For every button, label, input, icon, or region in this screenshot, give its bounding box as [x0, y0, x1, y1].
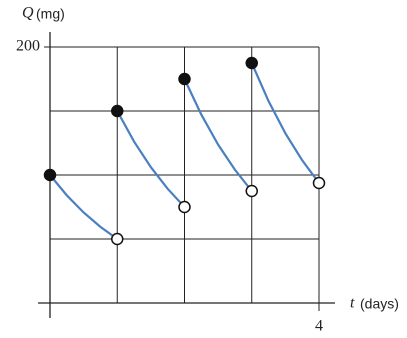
filled-point [245, 56, 258, 70]
filled-point [111, 104, 124, 118]
decay-curve [116, 110, 186, 208]
y-label-unit: (mg) [36, 6, 65, 22]
x-tick-label: 4 [315, 318, 323, 335]
decay-curve [49, 174, 118, 240]
open-point [312, 176, 326, 190]
open-point [111, 232, 124, 246]
filled-point [178, 72, 191, 86]
open-point [245, 184, 258, 198]
x-label-symbol: t [350, 295, 355, 312]
open-point [178, 200, 191, 214]
decay-curve [183, 78, 253, 192]
filled-point [43, 168, 57, 182]
x-label-unit: (days) [360, 296, 399, 312]
decay-curve [250, 62, 320, 184]
y-tick-label: 200 [16, 38, 40, 55]
y-label-symbol: Q [22, 5, 34, 22]
